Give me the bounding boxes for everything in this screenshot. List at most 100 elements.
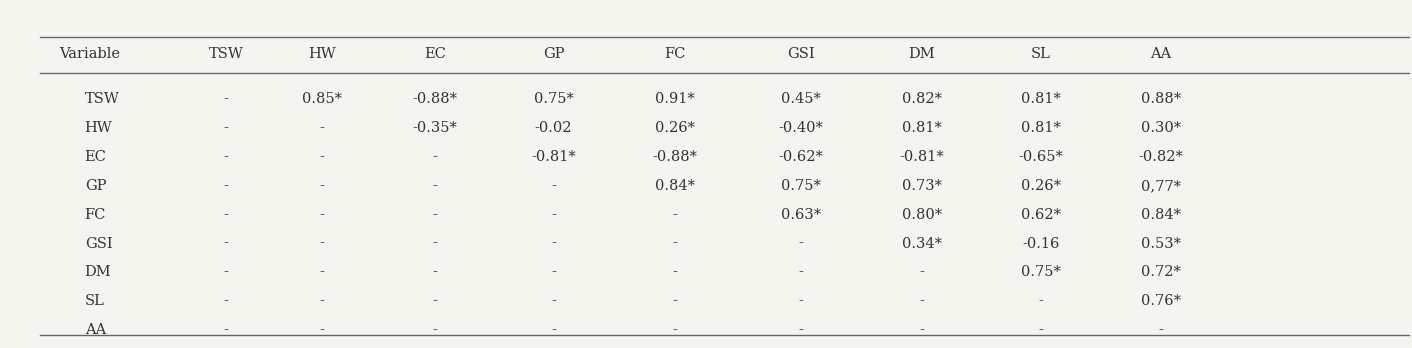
Text: GSI: GSI — [786, 47, 815, 61]
Text: -: - — [919, 294, 925, 308]
Text: EC: EC — [424, 47, 446, 61]
Text: -: - — [223, 266, 229, 279]
Text: 0.85*: 0.85* — [302, 92, 342, 106]
Text: TSW: TSW — [209, 47, 243, 61]
Text: 0.84*: 0.84* — [1141, 208, 1180, 222]
Text: 0.88*: 0.88* — [1141, 92, 1180, 106]
Text: -0.35*: -0.35* — [412, 121, 457, 135]
Text: -: - — [432, 208, 438, 222]
Text: -0.82*: -0.82* — [1138, 150, 1183, 164]
Text: -: - — [672, 208, 678, 222]
Text: 0.75*: 0.75* — [1021, 266, 1060, 279]
Text: -: - — [432, 179, 438, 193]
Text: 0.73*: 0.73* — [902, 179, 942, 193]
Text: -: - — [432, 294, 438, 308]
Text: 0.62*: 0.62* — [1021, 208, 1060, 222]
Text: -: - — [919, 266, 925, 279]
Text: DM: DM — [85, 266, 112, 279]
Text: 0.75*: 0.75* — [534, 92, 573, 106]
Text: 0.26*: 0.26* — [655, 121, 695, 135]
Text: -: - — [319, 150, 325, 164]
Text: 0.80*: 0.80* — [902, 208, 942, 222]
Text: DM: DM — [909, 47, 935, 61]
Text: FC: FC — [664, 47, 686, 61]
Text: -: - — [1038, 323, 1043, 337]
Text: -: - — [551, 294, 556, 308]
Text: 0.81*: 0.81* — [1021, 121, 1060, 135]
Text: -: - — [432, 237, 438, 251]
Text: -: - — [223, 294, 229, 308]
Text: TSW: TSW — [85, 92, 120, 106]
Text: 0.45*: 0.45* — [781, 92, 820, 106]
Text: FC: FC — [85, 208, 106, 222]
Text: -: - — [551, 323, 556, 337]
Text: -: - — [551, 237, 556, 251]
Text: GP: GP — [85, 179, 106, 193]
Text: -0.62*: -0.62* — [778, 150, 823, 164]
Text: -: - — [1158, 323, 1163, 337]
Text: -: - — [798, 323, 803, 337]
Text: -0.81*: -0.81* — [899, 150, 945, 164]
Text: -0.88*: -0.88* — [412, 92, 457, 106]
Text: HW: HW — [85, 121, 113, 135]
Text: 0.82*: 0.82* — [902, 92, 942, 106]
Text: -: - — [919, 323, 925, 337]
Text: -: - — [319, 323, 325, 337]
Text: -0.02: -0.02 — [535, 121, 572, 135]
Text: SL: SL — [85, 294, 104, 308]
Text: EC: EC — [85, 150, 106, 164]
Text: -: - — [319, 294, 325, 308]
Text: 0.34*: 0.34* — [902, 237, 942, 251]
Text: -0.88*: -0.88* — [652, 150, 698, 164]
Text: -: - — [319, 179, 325, 193]
Text: -: - — [223, 150, 229, 164]
Text: -: - — [223, 92, 229, 106]
Text: -: - — [319, 208, 325, 222]
Text: -: - — [551, 179, 556, 193]
Text: 0.30*: 0.30* — [1141, 121, 1180, 135]
Text: -: - — [672, 294, 678, 308]
Text: -: - — [432, 323, 438, 337]
Text: -: - — [223, 121, 229, 135]
Text: -0.81*: -0.81* — [531, 150, 576, 164]
Text: -: - — [223, 323, 229, 337]
Text: 0.91*: 0.91* — [655, 92, 695, 106]
Text: -: - — [223, 208, 229, 222]
Text: SL: SL — [1031, 47, 1051, 61]
Text: -0.16: -0.16 — [1022, 237, 1059, 251]
Text: 0.63*: 0.63* — [781, 208, 820, 222]
Text: 0.76*: 0.76* — [1141, 294, 1180, 308]
Text: 0.72*: 0.72* — [1141, 266, 1180, 279]
Text: GSI: GSI — [85, 237, 113, 251]
Text: -: - — [223, 179, 229, 193]
Text: -: - — [798, 294, 803, 308]
Text: -: - — [798, 266, 803, 279]
Text: 0.53*: 0.53* — [1141, 237, 1180, 251]
Text: AA: AA — [1149, 47, 1172, 61]
Text: Variable: Variable — [59, 47, 120, 61]
Text: 0.81*: 0.81* — [1021, 92, 1060, 106]
Text: -: - — [672, 323, 678, 337]
Text: -0.65*: -0.65* — [1018, 150, 1063, 164]
Text: -: - — [798, 237, 803, 251]
Text: -: - — [223, 237, 229, 251]
Text: -: - — [1038, 294, 1043, 308]
Text: -: - — [551, 266, 556, 279]
Text: -: - — [672, 266, 678, 279]
Text: -: - — [432, 266, 438, 279]
Text: -0.40*: -0.40* — [778, 121, 823, 135]
Text: -: - — [319, 266, 325, 279]
Text: HW: HW — [308, 47, 336, 61]
Text: 0.75*: 0.75* — [781, 179, 820, 193]
Text: -: - — [672, 237, 678, 251]
Text: -: - — [319, 121, 325, 135]
Text: 0,77*: 0,77* — [1141, 179, 1180, 193]
Text: -: - — [432, 150, 438, 164]
Text: 0.81*: 0.81* — [902, 121, 942, 135]
Text: AA: AA — [85, 323, 106, 337]
Text: -: - — [319, 237, 325, 251]
Text: 0.84*: 0.84* — [655, 179, 695, 193]
Text: 0.26*: 0.26* — [1021, 179, 1060, 193]
Text: -: - — [551, 208, 556, 222]
Text: GP: GP — [542, 47, 565, 61]
